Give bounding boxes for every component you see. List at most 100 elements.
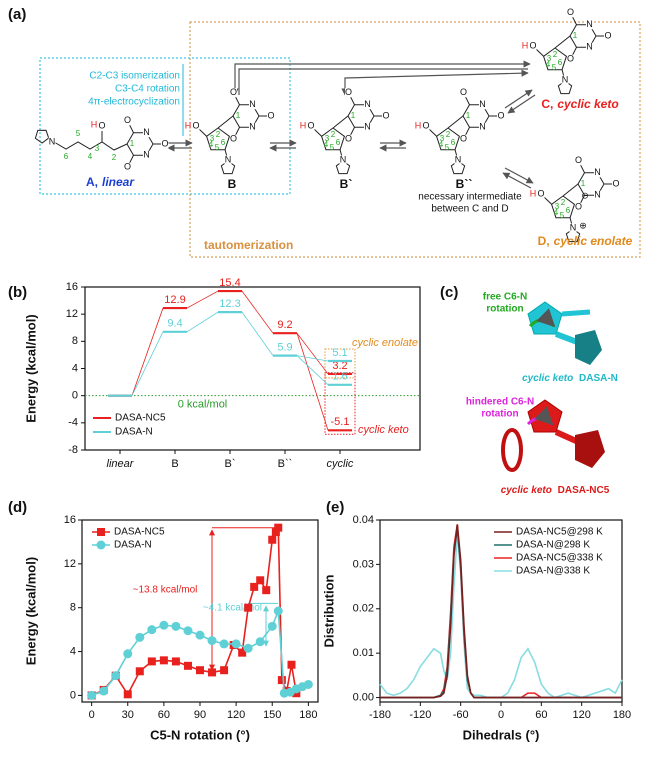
label-part: C,: [541, 97, 553, 111]
atom-bg: [143, 128, 150, 138]
y-tick-label: 8: [72, 335, 78, 347]
atom-label: O: [345, 87, 352, 97]
bond: [198, 128, 207, 137]
marker: [87, 690, 97, 700]
atom-label: 5: [330, 143, 335, 152]
atom-label: 2: [331, 130, 336, 139]
marker: [220, 666, 229, 675]
bond: [535, 48, 544, 57]
annotation: rotation: [486, 304, 523, 315]
atom-bg: [454, 155, 462, 165]
atom-bg: [124, 116, 131, 126]
y-tick-label: 0: [72, 390, 78, 402]
value-label: 12.9: [164, 294, 185, 306]
bond: [447, 115, 464, 129]
atom-label: O: [382, 110, 389, 120]
value-label: 12.3: [219, 298, 240, 310]
atom-label: 2: [553, 50, 558, 59]
marker: [231, 639, 241, 649]
zero-label: 0 kcal/mol: [178, 399, 228, 411]
label-part: B: [228, 177, 237, 191]
keto-box: [324, 372, 356, 435]
atom-bg: [382, 111, 390, 121]
bond: [542, 47, 568, 71]
label-part: B``: [456, 177, 473, 191]
bond: [562, 183, 579, 197]
bond: [217, 115, 234, 129]
x-axis-label: C5-N rotation (°): [150, 727, 250, 742]
caption-part: DASA-N: [579, 373, 618, 384]
bond: [550, 195, 576, 219]
atom-bg: [561, 75, 569, 85]
panel-label: (e): [326, 499, 344, 516]
marker: [208, 668, 217, 677]
caption-part: cyclic keto: [501, 485, 552, 496]
x-tick-label: -180: [369, 709, 391, 721]
bond: [350, 96, 355, 105]
marker: [135, 667, 144, 676]
atom-label: O: [267, 110, 274, 120]
atom-label: 3: [95, 144, 100, 153]
atom-label: O: [161, 138, 168, 148]
x-tick-label: 150: [263, 709, 281, 721]
atom-label: O: [612, 178, 619, 188]
x-tick-label: 180: [299, 709, 317, 721]
atom-bg: [586, 42, 593, 52]
value-label: -5.1: [331, 416, 350, 428]
atom-label: O: [575, 202, 582, 212]
marker: [111, 671, 121, 681]
bond: [435, 127, 461, 151]
atom-bg: [124, 162, 131, 172]
atom-label: O: [230, 134, 237, 144]
bond: [350, 127, 355, 136]
annotation: ~4.1 kcal/mol: [203, 603, 262, 614]
caption: cyclic keto DASA-NC5: [501, 485, 610, 496]
bond: [235, 96, 240, 105]
marker: [183, 626, 193, 636]
atom-label: 5: [560, 211, 565, 220]
bond: [557, 80, 573, 95]
bond: [554, 35, 571, 49]
caption: cyclic keto DASA-N: [522, 373, 618, 384]
atom-bg: [460, 134, 467, 144]
marker: [171, 657, 180, 666]
ring: [501, 428, 523, 472]
molecule-label: B`: [340, 177, 353, 191]
atom-bg: [460, 88, 467, 98]
x-tick-label: 60: [158, 709, 170, 721]
bond: [313, 128, 322, 137]
note: between C and D: [431, 204, 508, 215]
x-tick-label: 90: [194, 709, 206, 721]
atom-label: 4: [439, 140, 444, 149]
marker: [123, 690, 132, 699]
marker: [135, 632, 145, 642]
connector: [296, 355, 329, 362]
x-tick-label: 0: [498, 709, 504, 721]
atom-label: 4: [88, 152, 93, 161]
marker: [244, 603, 253, 612]
atom-label: 5: [445, 143, 450, 152]
marker: [159, 620, 169, 630]
bond: [320, 127, 346, 151]
y-tick-label: 0.02: [353, 603, 374, 615]
arrow: [238, 68, 528, 95]
panel-c: (c) free C6-N rotation cyclic keto DASA-…: [440, 284, 618, 496]
caption-part: DASA-NC5: [558, 485, 610, 496]
atom-label: ⊕: [579, 220, 587, 230]
marker: [147, 625, 157, 635]
atom-label: 2: [112, 153, 117, 162]
bond: [428, 128, 437, 137]
atom-bg: [345, 88, 352, 98]
annotation: ~13.8 kcal/mol: [133, 585, 198, 596]
bond: [129, 124, 134, 133]
atom-label: N: [570, 222, 577, 232]
atom-label: 4: [546, 60, 551, 69]
y-tick-label: 0: [70, 689, 76, 701]
atom-label: 3: [325, 134, 330, 143]
marker: [195, 630, 205, 640]
atom-label: H: [300, 120, 307, 130]
atom-label: 2: [561, 198, 566, 207]
box-label: tautomerization: [204, 238, 293, 252]
atom-bg: [422, 121, 430, 131]
